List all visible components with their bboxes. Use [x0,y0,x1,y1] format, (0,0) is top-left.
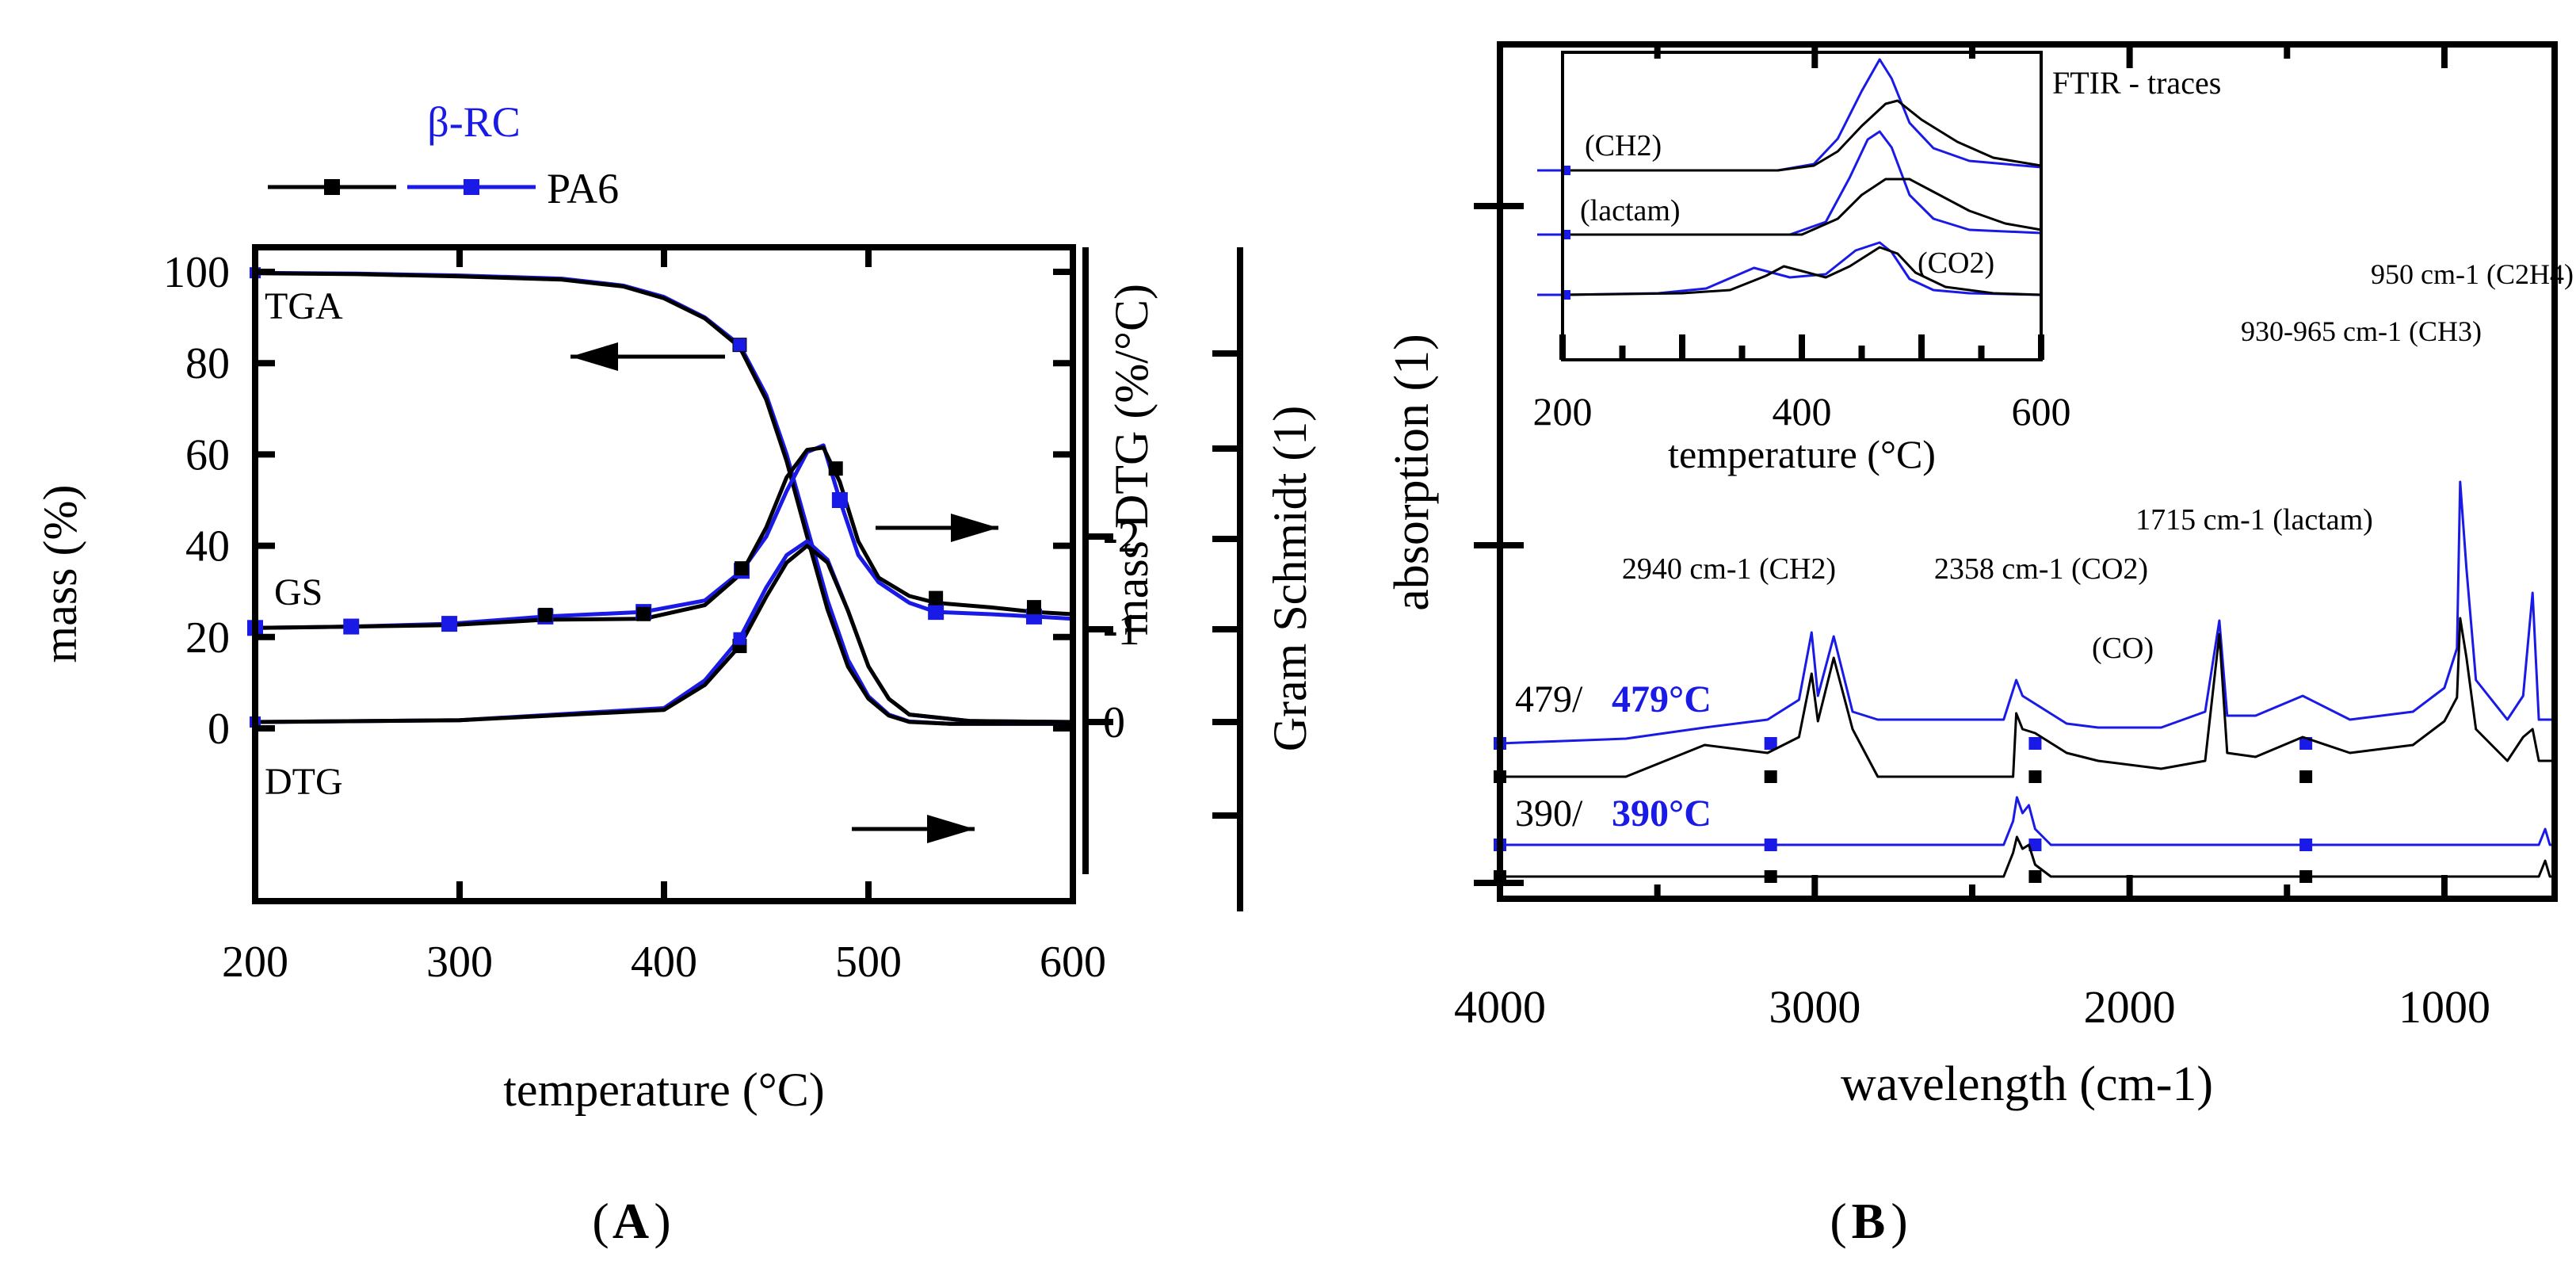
row-label-390c: 390°C [1612,793,1712,835]
inset-label-co2: (CO2) [1918,246,1994,280]
gs-marker-black-1 [636,606,651,621]
y-axis-label: mass (%) [34,485,86,663]
inset-x-axis-label: temperature (°C) [1668,432,1936,476]
inset-x-tick-label: 400 [1773,389,1832,434]
legend-title: β-RC [427,98,521,146]
tga-marker-blue [733,338,746,352]
y2-tick-label: 0 [1103,698,1125,747]
panel-a-paren-open: ( [592,1193,609,1249]
y2-tick-label: -2 [1103,513,1140,562]
ir-marker-2-1 [1764,839,1777,851]
gs-marker-black-5 [1026,600,1041,615]
curve-label-gs: GS [274,571,322,613]
gs-marker-blue-1 [343,618,360,635]
y2-tick-label: -1 [1103,606,1140,655]
x-tick-label: 500 [835,938,902,987]
series-line-4 [254,539,1074,724]
gs-marker-blue-7 [928,604,945,621]
ir-series-0 [1499,480,2555,745]
ir-marker-0-1 [1764,737,1777,750]
panel-a-frame [252,244,1076,904]
inset-label-lactam: (lactam) [1580,194,1681,227]
x-tick-label: 300 [426,938,493,987]
inset-series-2 [1563,130,2042,236]
inset-x-tick-label: 200 [1533,389,1593,434]
inset-series-4 [1562,241,2042,296]
gs-marker-black-2 [735,561,750,576]
gs-marker-blue-2 [441,616,458,632]
inset-title: FTIR - traces [2052,65,2221,101]
y-tick-label: 0 [208,705,230,754]
ir-x-tick-label: 1000 [2399,981,2490,1033]
panel-a-paren-close: ) [654,1193,670,1249]
ir-marker-1-3 [2299,770,2313,783]
row-label-479: 479/ [1515,678,1583,720]
arrow-dtg-head [927,815,975,843]
ir-series-1 [1500,617,2555,778]
dtg-marker-blue [733,632,746,645]
series-line-2 [254,443,1074,630]
inset-series-5 [1562,246,2042,296]
panel-b-paren-close: ) [1891,1193,1907,1249]
x-tick-label: 400 [631,938,697,987]
y-tick-label: 100 [163,248,230,297]
panel-b-frame [1497,41,2558,902]
ir-marker-2-3 [2299,839,2313,851]
y3-axis-label: Gram Schmidt (1) [1264,406,1316,752]
series-line-1 [254,271,1073,726]
annotation-950: 950 cm-1 (C2H4) [2371,258,2574,290]
y-tick-label: 40 [185,522,230,571]
ir-series-3 [1500,835,2555,878]
ir-marker-3-2 [2028,870,2042,883]
ir-marker-1-2 [2028,770,2042,783]
x-tick-label: 200 [222,938,288,987]
ir-y-axis-label: absorption (1) [1385,334,1439,611]
ir-marker-3-3 [2299,870,2313,883]
panel-label-a: A [613,1193,649,1249]
gs-marker-black-0 [538,607,553,622]
curve-label-dtg: DTG [265,761,343,803]
ir-x-tick-label: 3000 [1769,981,1860,1033]
series-line-3 [254,445,1074,630]
panel-b-paren-open: ( [1830,1193,1846,1249]
y-tick-label: 60 [185,430,230,479]
row-label-479c: 479°C [1612,678,1712,720]
annotation-930-965: 930-965 cm-1 (CH3) [2241,315,2482,347]
ir-x-axis-label: wavelength (cm-1) [1841,1057,2213,1111]
y-tick-label: 20 [185,613,230,663]
ir-x-tick-label: 2000 [2084,981,2176,1033]
gs-marker-blue-6 [831,492,848,508]
legend-marker-black [324,179,340,195]
curve-label-tga: TGA [265,285,343,327]
inset-x-tick-label: 600 [2012,389,2071,434]
y-tick-label: 80 [185,339,230,388]
inset-label-ch2: (CH2) [1585,129,1662,162]
annotation-2358: 2358 cm-1 (CO2) [1934,552,2148,586]
annotation-2940: 2940 cm-1 (CH2) [1622,552,1836,586]
annotation-1715: 1715 cm-1 (lactam) [2135,503,2373,537]
arrow-gs-head [951,514,998,542]
ir-series-2 [1500,796,2555,846]
ir-marker-0-2 [2028,737,2042,750]
ir-marker-3-1 [1764,870,1777,883]
annotation-co: (CO) [2092,632,2154,665]
inset-series-1 [1563,99,2042,172]
panel-label-b: B [1852,1193,1886,1249]
legend-entry-pa6: PA6 [547,165,619,212]
x-tick-label: 600 [1040,938,1106,987]
gs-marker-black-4 [929,590,944,606]
series-line-5 [254,544,1074,724]
ir-marker-2-2 [2028,839,2042,851]
series-line-0 [254,270,1073,726]
legend-marker-blue [464,179,479,195]
x-axis-label: temperature (°C) [503,1064,824,1116]
gs-marker-black-3 [828,461,843,476]
ir-x-tick-label: 4000 [1454,981,1546,1033]
row-label-390: 390/ [1515,793,1583,835]
ir-marker-1-1 [1764,770,1777,783]
y2-axis-label: mass DTG (%/°C) [1105,284,1158,636]
arrow-tga-head [571,342,618,371]
inset-series-3 [1563,178,2042,236]
